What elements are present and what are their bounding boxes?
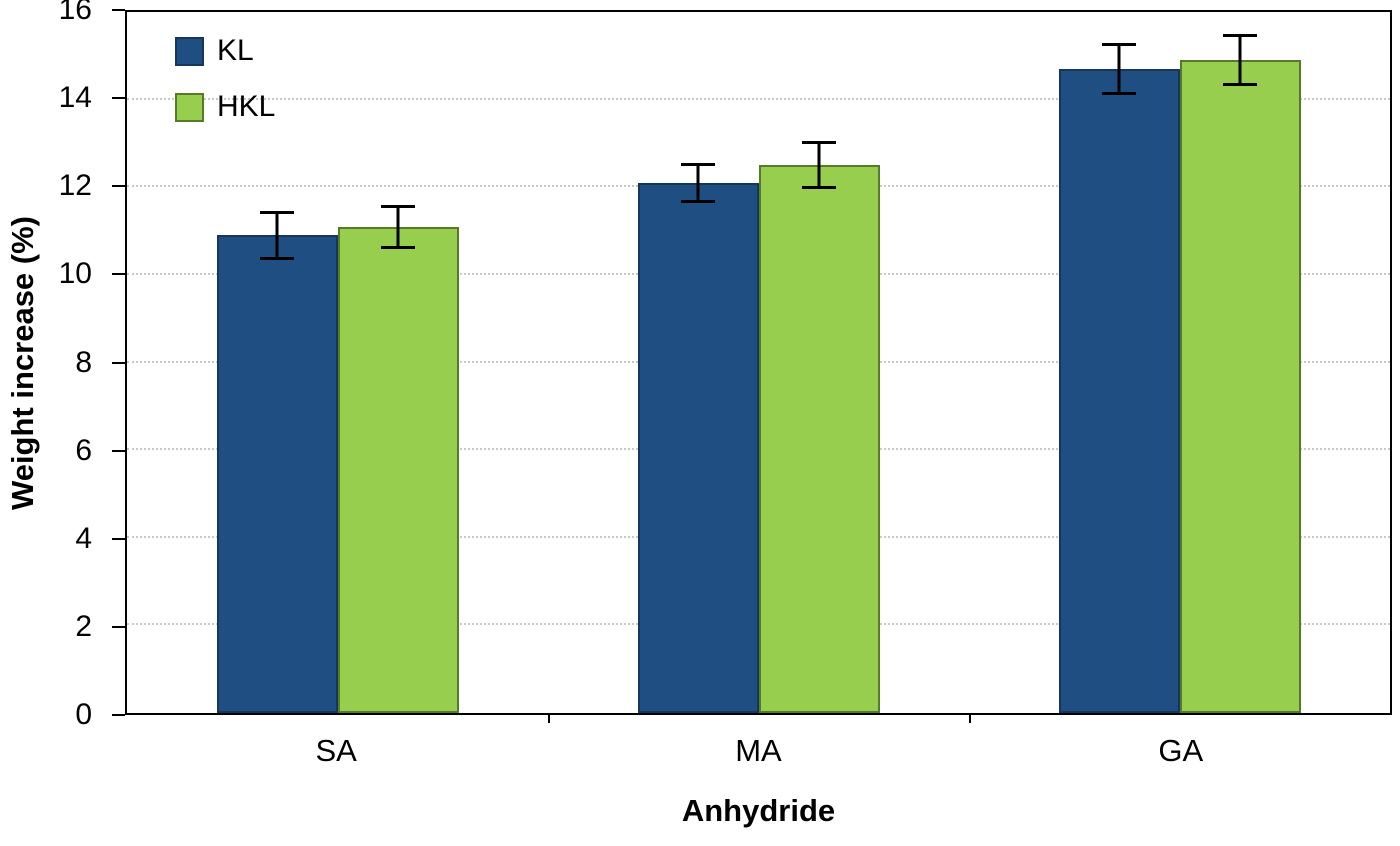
bar-kl-ma — [637, 182, 759, 713]
y-tick-label: 10 — [58, 257, 92, 291]
y-tick-mark — [112, 449, 125, 452]
y-tick-mark — [112, 537, 125, 540]
y-tick-mark — [112, 97, 125, 100]
error-bar-cap-bottom — [1223, 83, 1257, 87]
x-category-label-sa: SA — [315, 733, 357, 768]
y-tick-mark — [112, 185, 125, 188]
bar-slot — [1179, 12, 1301, 713]
error-bar-cap-bottom — [681, 199, 715, 203]
legend-swatch-kl — [175, 36, 204, 66]
error-bar — [1102, 42, 1136, 96]
y-tick-label: 8 — [75, 345, 92, 379]
y-tick-label: 16 — [58, 0, 92, 26]
x-axis-tick-mark — [548, 715, 550, 723]
error-bar-cap-top — [802, 141, 836, 145]
bar-slot — [216, 12, 338, 713]
error-bar-cap-top — [260, 211, 294, 215]
error-bar-stem — [396, 204, 400, 249]
error-bar — [681, 163, 715, 203]
bar-kl-sa — [216, 235, 338, 713]
y-axis-tick-labels: 0 2 4 6 8 10 12 14 16 — [0, 0, 108, 730]
y-tick-mark — [112, 273, 125, 276]
y-tick-label: 14 — [58, 81, 92, 115]
y-tick-label: 6 — [75, 433, 92, 467]
bar-slot — [1058, 12, 1180, 713]
bar-kl-ga — [1058, 68, 1180, 713]
bar-group-ma — [637, 12, 880, 713]
error-bar — [260, 211, 294, 260]
legend-label-hkl: HKL — [217, 90, 276, 123]
bar-hkl-ma — [758, 165, 880, 713]
error-bar-cap-top — [681, 163, 715, 167]
error-bar — [802, 141, 836, 190]
bar-group-sa — [216, 12, 459, 713]
y-tick-label: 4 — [75, 521, 92, 555]
error-bar — [381, 204, 415, 249]
x-axis-title: Anhydride — [681, 793, 836, 828]
error-bar-stem — [1117, 42, 1121, 96]
x-category-label-ga: GA — [1158, 733, 1204, 768]
y-tick-mark — [112, 361, 125, 364]
legend-row-kl: KL — [175, 36, 275, 66]
bar-slot — [337, 12, 459, 713]
error-bar-cap-top — [1223, 33, 1257, 37]
y-tick-mark — [112, 625, 125, 628]
error-bar-cap-bottom — [802, 186, 836, 190]
plot-area: KL HKL — [125, 10, 1392, 723]
error-bar-stem — [817, 141, 821, 190]
y-tick-label: 0 — [75, 698, 92, 731]
y-tick-mark — [112, 9, 125, 11]
bar-hkl-sa — [337, 226, 459, 713]
error-bar — [1223, 33, 1257, 87]
x-axis-tick-mark — [969, 715, 971, 723]
y-tick-label: 12 — [58, 169, 92, 203]
bar-slot — [758, 12, 880, 713]
error-bar-stem — [696, 163, 700, 203]
y-tick-label: 2 — [75, 609, 92, 643]
x-category-label-ma: MA — [735, 733, 782, 768]
y-tick-mark — [112, 714, 125, 716]
legend-row-hkl: HKL — [175, 92, 275, 122]
error-bar-cap-bottom — [1102, 92, 1136, 96]
bar-group-ga — [1058, 12, 1301, 713]
error-bar-cap-bottom — [381, 245, 415, 249]
bar-slot — [637, 12, 759, 713]
bar-hkl-ga — [1179, 60, 1301, 713]
legend-label-kl: KL — [217, 34, 254, 67]
legend-swatch-hkl — [175, 92, 204, 122]
y-axis-tick-marks — [112, 9, 125, 716]
error-bar-cap-top — [1102, 42, 1136, 46]
error-bar-cap-bottom — [260, 256, 294, 260]
legend: KL HKL — [175, 36, 275, 148]
gridline — [127, 97, 1390, 100]
error-bar-stem — [275, 211, 279, 260]
error-bar-stem — [1238, 33, 1242, 87]
error-bar-cap-top — [381, 204, 415, 208]
x-axis-category-labels: SA MA GA — [125, 733, 1392, 769]
